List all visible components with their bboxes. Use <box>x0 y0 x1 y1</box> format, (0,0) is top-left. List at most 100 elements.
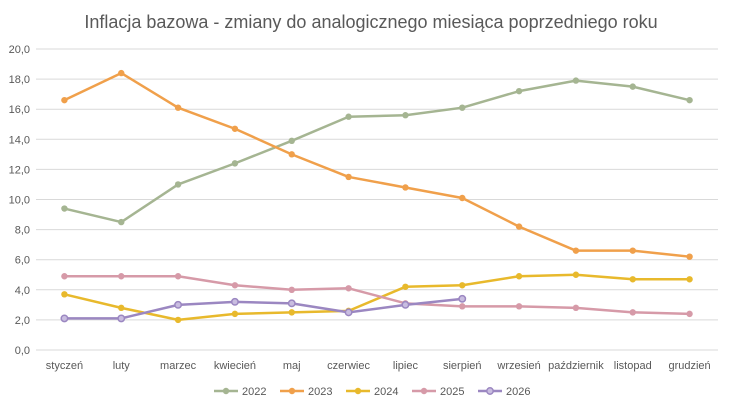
data-point <box>174 273 182 280</box>
legend-label: 2023 <box>308 386 332 398</box>
data-point <box>572 271 580 278</box>
data-point <box>515 273 523 280</box>
data-point <box>572 304 580 312</box>
series-2023 <box>61 69 693 260</box>
data-point <box>686 253 693 260</box>
data-point <box>174 300 183 309</box>
y-tick-label: 0,0 <box>15 345 30 357</box>
x-tick-label: maj <box>283 360 301 372</box>
data-point <box>174 316 182 324</box>
data-point <box>686 310 693 318</box>
data-point <box>345 285 352 292</box>
data-point <box>174 104 182 111</box>
legend-marker <box>288 387 296 395</box>
x-tick-label: kwiecień <box>214 360 256 372</box>
data-point <box>401 300 410 309</box>
data-point <box>345 173 352 181</box>
data-point <box>515 303 523 310</box>
data-point <box>459 104 466 111</box>
y-tick-label: 10,0 <box>9 195 30 207</box>
x-axis-ticks: styczeń luty marzec kwiecień maj czerwiec lipi… <box>46 360 711 372</box>
legend-item-2023: 2023 <box>280 386 332 398</box>
series-line <box>64 275 690 316</box>
series-2026 <box>60 294 467 323</box>
legend: 2022 2023 2024 2025 2026 <box>214 386 530 398</box>
legend-label: 2022 <box>242 386 266 398</box>
data-point <box>515 223 523 230</box>
series-line <box>63 71 690 258</box>
data-point <box>117 314 126 323</box>
data-point <box>629 276 636 283</box>
y-axis-ticks: 0,0 2,0 4,0 6,0 8,0 10,0 12,0 14,0 16,0 18,0 20,0 <box>9 44 30 357</box>
data-point <box>118 69 125 77</box>
data-point <box>60 314 69 323</box>
y-tick-label: 16,0 <box>9 104 30 116</box>
series-lines <box>60 69 693 324</box>
data-point <box>686 96 693 104</box>
data-point <box>61 205 68 212</box>
data-point <box>231 160 239 167</box>
data-point <box>288 286 295 293</box>
data-point <box>402 283 409 290</box>
x-tick-label: lipiec <box>393 360 419 372</box>
legend-label: 2026 <box>506 386 530 398</box>
gridlines <box>36 48 718 351</box>
y-tick-label: 20,0 <box>9 44 30 56</box>
legend-label: 2025 <box>440 386 464 398</box>
data-point <box>288 137 295 145</box>
legend-item-2022: 2022 <box>214 386 266 398</box>
x-tick-label: wrzesień <box>496 360 540 372</box>
data-point <box>287 299 296 308</box>
y-tick-label: 2,0 <box>15 315 30 327</box>
data-point <box>629 247 636 254</box>
data-point <box>61 273 68 280</box>
x-tick-label: listopad <box>614 360 652 372</box>
legend-marker <box>222 387 230 395</box>
data-point <box>459 303 466 310</box>
data-point <box>629 83 636 90</box>
legend-item-2026: 2026 <box>478 386 530 398</box>
legend-marker <box>354 387 362 395</box>
legend-item-2025: 2025 <box>412 386 464 398</box>
y-tick-label: 18,0 <box>9 74 30 86</box>
y-tick-label: 12,0 <box>9 164 30 176</box>
data-point <box>231 310 239 318</box>
y-tick-label: 4,0 <box>15 285 30 297</box>
data-point <box>345 113 352 120</box>
x-tick-label: styczeń <box>46 360 83 372</box>
x-tick-label: grudzień <box>668 360 710 372</box>
series-2022 <box>61 77 693 226</box>
data-point <box>402 184 409 191</box>
data-point <box>61 291 68 298</box>
series-line <box>64 79 690 224</box>
x-tick-label: sierpień <box>443 360 482 372</box>
data-point <box>288 309 295 316</box>
data-point <box>288 151 295 158</box>
data-point <box>686 276 693 283</box>
x-tick-label: luty <box>113 360 131 372</box>
data-point <box>230 297 239 306</box>
x-tick-label: marzec <box>160 360 197 372</box>
x-tick-label: czerwiec <box>327 360 370 372</box>
data-point <box>515 87 523 95</box>
data-point <box>459 194 466 202</box>
data-point <box>402 112 409 119</box>
y-tick-label: 14,0 <box>9 134 30 146</box>
data-point <box>174 181 182 188</box>
legend-item-2024: 2024 <box>346 386 398 398</box>
data-point <box>629 309 636 316</box>
chart-title: Inflacja bazowa - zmiany do analogiczneg… <box>84 12 657 32</box>
series-2024 <box>61 271 693 324</box>
data-point <box>572 77 580 84</box>
data-point <box>61 96 68 104</box>
series-line <box>64 297 463 320</box>
y-tick-label: 6,0 <box>15 255 30 267</box>
x-tick-label: październik <box>548 360 604 372</box>
series-line <box>64 273 690 322</box>
data-point <box>118 273 125 280</box>
data-point <box>458 294 467 303</box>
data-point <box>118 304 125 312</box>
data-point <box>231 282 239 289</box>
data-point <box>344 308 353 317</box>
